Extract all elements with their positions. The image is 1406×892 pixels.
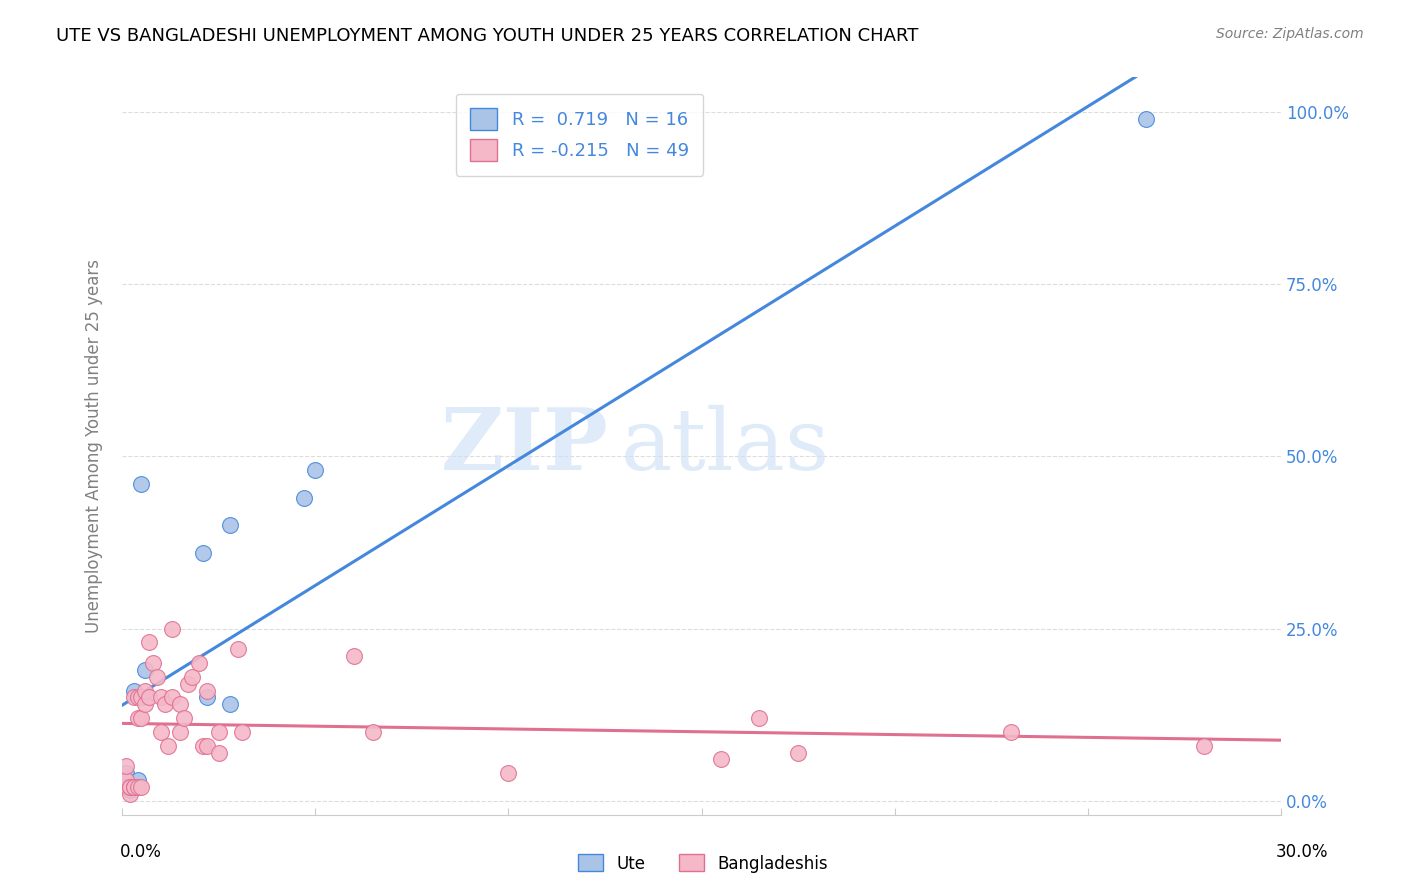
Point [226, 642, 249, 657]
Point [173, 711, 195, 725]
Legend: Ute, Bangladeshis: Ute, Bangladeshis [571, 847, 835, 880]
Point [207, 746, 229, 760]
Point [118, 780, 141, 794]
Point [138, 635, 160, 649]
Point [177, 676, 200, 690]
Text: 30.0%: 30.0% [1277, 843, 1329, 861]
Point [127, 773, 149, 788]
Point [131, 780, 153, 794]
Point [361, 725, 384, 739]
Point [131, 690, 153, 705]
Text: UTE VS BANGLADESHI UNEMPLOYMENT AMONG YOUTH UNDER 25 YEARS CORRELATION CHART: UTE VS BANGLADESHI UNEMPLOYMENT AMONG YO… [56, 27, 918, 45]
Text: Source: ZipAtlas.com: Source: ZipAtlas.com [1216, 27, 1364, 41]
Point [188, 656, 211, 670]
Point [146, 670, 169, 684]
Point [122, 780, 145, 794]
Point [1135, 112, 1157, 126]
Point [142, 656, 165, 670]
Point [149, 725, 172, 739]
Text: ZIP: ZIP [441, 404, 609, 488]
Point [748, 711, 770, 725]
Point [195, 739, 218, 753]
Point [710, 752, 733, 766]
Point [134, 663, 156, 677]
Point [115, 759, 138, 773]
Point [131, 476, 153, 491]
Point [118, 787, 141, 801]
Y-axis label: Unemployment Among Youth under 25 years: Unemployment Among Youth under 25 years [86, 259, 103, 633]
Point [122, 683, 145, 698]
Point [153, 698, 176, 712]
Point [134, 683, 156, 698]
Point [122, 780, 145, 794]
Legend: R =  0.719   N = 16, R = -0.215   N = 49: R = 0.719 N = 16, R = -0.215 N = 49 [456, 94, 703, 176]
Point [127, 711, 149, 725]
Text: atlas: atlas [620, 404, 830, 488]
Point [169, 698, 191, 712]
Point [122, 780, 145, 794]
Point [787, 746, 810, 760]
Point [219, 518, 242, 533]
Point [118, 780, 141, 794]
Point [162, 622, 184, 636]
Point [115, 773, 138, 788]
Point [231, 725, 253, 739]
Point [157, 739, 180, 753]
Point [193, 546, 215, 560]
Point [138, 690, 160, 705]
Point [304, 463, 326, 477]
Point [115, 766, 138, 780]
Point [498, 766, 520, 780]
Point [149, 690, 172, 705]
Point [195, 683, 218, 698]
Point [193, 739, 215, 753]
Point [134, 698, 156, 712]
Point [127, 780, 149, 794]
Point [122, 690, 145, 705]
Point [118, 780, 141, 794]
Point [127, 690, 149, 705]
Point [1000, 725, 1022, 739]
Point [207, 725, 229, 739]
Point [343, 649, 366, 664]
Point [131, 711, 153, 725]
Point [292, 491, 315, 505]
Point [195, 690, 218, 705]
Point [219, 698, 242, 712]
Text: 0.0%: 0.0% [120, 843, 162, 861]
Point [115, 780, 138, 794]
Point [115, 780, 138, 794]
Point [169, 725, 191, 739]
Point [1192, 739, 1215, 753]
Point [180, 670, 202, 684]
Point [115, 780, 138, 794]
Point [162, 690, 184, 705]
Point [118, 783, 141, 797]
